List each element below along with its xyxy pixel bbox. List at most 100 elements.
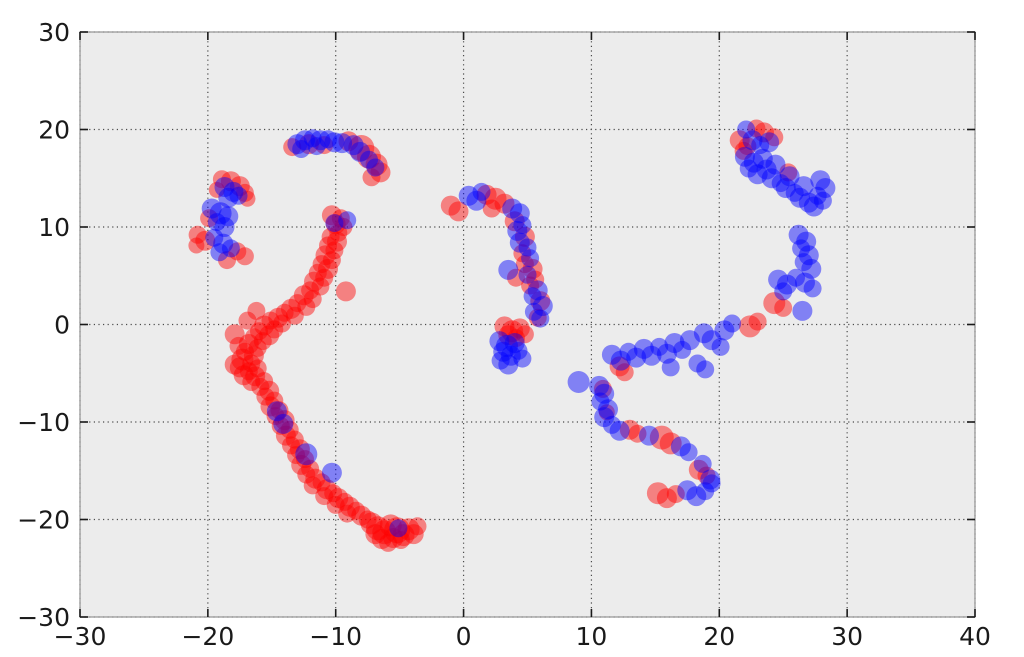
scatter-point-red-class xyxy=(372,520,397,545)
scatter-point-blue-class xyxy=(702,474,721,493)
scatter-point-red-class xyxy=(688,459,709,480)
scatter-point-red-class xyxy=(331,209,350,228)
scatter-point-red-class xyxy=(315,268,334,287)
scatter-point-blue-class xyxy=(524,302,543,321)
scatter-point-red-class xyxy=(304,271,324,292)
scatter-point-blue-class xyxy=(688,354,707,373)
scatter-point-red-class xyxy=(283,138,302,157)
scatter-point-blue-class xyxy=(737,120,756,139)
scatter-point-red-class xyxy=(296,450,314,469)
scatter-point-red-class xyxy=(270,401,289,420)
scatter-point-blue-class xyxy=(696,360,715,379)
scatter-point-blue-class xyxy=(610,350,631,371)
scatter-point-red-class xyxy=(358,510,377,529)
scatter-point-blue-class xyxy=(673,340,692,359)
scatter-point-red-class xyxy=(656,488,677,509)
scatter-point-red-class xyxy=(188,225,207,244)
scatter-point-blue-class xyxy=(808,186,827,205)
scatter-point-red-class xyxy=(271,416,290,435)
scatter-point-red-class xyxy=(339,496,360,517)
scatter-point-blue-class xyxy=(389,519,408,538)
scatter-point-blue-class xyxy=(594,407,615,428)
scatter-point-red-class xyxy=(325,214,346,235)
scatter-point-red-class xyxy=(318,258,338,279)
scatter-point-red-class xyxy=(507,268,525,287)
scatter-point-blue-class xyxy=(229,186,248,205)
scatter-point-red-class xyxy=(261,311,280,330)
scatter-point-red-class xyxy=(312,473,331,492)
scatter-point-red-class xyxy=(248,359,267,378)
scatter-point-blue-class xyxy=(218,187,239,208)
scatter-point-blue-class xyxy=(650,337,669,356)
scatter-point-blue-class xyxy=(813,191,832,210)
scatter-point-red-class xyxy=(598,404,615,421)
scatter-point-red-class xyxy=(514,226,535,247)
scatter-point-blue-class xyxy=(626,347,647,368)
scatter-point-red-class xyxy=(734,141,753,160)
x-tick-label: 30 xyxy=(831,622,863,651)
scatter-point-blue-class xyxy=(507,220,528,241)
scatter-point-red-class xyxy=(256,387,275,406)
scatter-point-red-class xyxy=(326,495,345,514)
y-tick-label: −20 xyxy=(17,506,70,535)
scatter-point-blue-class xyxy=(803,279,822,298)
scatter-point-blue-class xyxy=(213,233,234,254)
scatter-point-blue-class xyxy=(664,333,685,353)
scatter-point-red-class xyxy=(297,465,316,484)
scatter-point-red-class xyxy=(303,476,322,495)
scatter-point-blue-class xyxy=(509,341,528,360)
x-tick-label: −30 xyxy=(54,622,107,651)
scatter-point-red-class xyxy=(231,348,254,371)
y-tick-label: 10 xyxy=(38,213,70,242)
scatter-point-blue-class xyxy=(209,202,232,225)
scatter-point-red-class xyxy=(328,488,349,509)
scatter-point-red-class xyxy=(646,482,669,505)
scatter-point-blue-class xyxy=(759,132,780,153)
scatter-point-red-class xyxy=(273,314,291,333)
scatter-point-red-class xyxy=(408,517,427,536)
scatter-point-red-class xyxy=(297,297,316,316)
scatter-point-red-class xyxy=(334,218,353,236)
scatter-point-blue-class xyxy=(214,217,235,237)
scatter-point-red-class xyxy=(229,336,248,355)
scatter-point-red-class xyxy=(593,379,612,398)
scatter-point-red-class xyxy=(233,365,254,386)
scatter-point-blue-class xyxy=(509,232,530,253)
scatter-point-blue-class xyxy=(513,349,532,368)
scatter-point-red-class xyxy=(327,231,347,252)
scatter-point-blue-class xyxy=(287,134,308,155)
scatter-point-red-class xyxy=(391,531,410,549)
scatter-point-blue-class xyxy=(472,182,491,201)
scatter-point-blue-class xyxy=(801,258,822,279)
y-tick-label: 30 xyxy=(38,18,70,47)
scatter-point-blue-class xyxy=(747,164,768,185)
scatter-point-red-class xyxy=(649,425,674,450)
scatter-point-blue-class xyxy=(803,196,824,217)
scatter-point-blue-class xyxy=(527,280,548,301)
scatter-point-blue-class xyxy=(633,338,654,359)
scatter-point-red-class xyxy=(255,372,274,391)
scatter-point-red-class xyxy=(739,315,761,338)
scatter-point-red-class xyxy=(403,524,424,545)
scatter-point-blue-class xyxy=(788,224,809,245)
scatter-point-red-class xyxy=(528,308,547,327)
scatter-point-red-class xyxy=(738,137,757,156)
scatter-point-red-class xyxy=(220,171,241,192)
scatter-point-red-class xyxy=(397,518,420,541)
scatter-point-red-class xyxy=(521,276,540,295)
scatter-point-red-class xyxy=(260,396,281,417)
scatter-point-blue-class xyxy=(768,269,789,290)
scatter-point-blue-class xyxy=(793,176,814,197)
scatter-point-blue-class xyxy=(218,206,239,227)
scatter-point-red-class xyxy=(245,366,266,387)
scatter-point-red-class xyxy=(324,484,343,503)
scatter-point-blue-class xyxy=(589,375,610,396)
scatter-point-blue-class xyxy=(714,320,735,341)
scatter-point-red-class xyxy=(312,255,331,274)
scatter-point-red-class xyxy=(235,247,254,266)
scatter-point-blue-class xyxy=(350,141,370,162)
scatter-point-blue-class xyxy=(523,287,542,306)
scatter-point-red-class xyxy=(239,362,258,381)
scatter-point-red-class xyxy=(274,410,295,431)
y-tick-label: −10 xyxy=(17,408,70,437)
